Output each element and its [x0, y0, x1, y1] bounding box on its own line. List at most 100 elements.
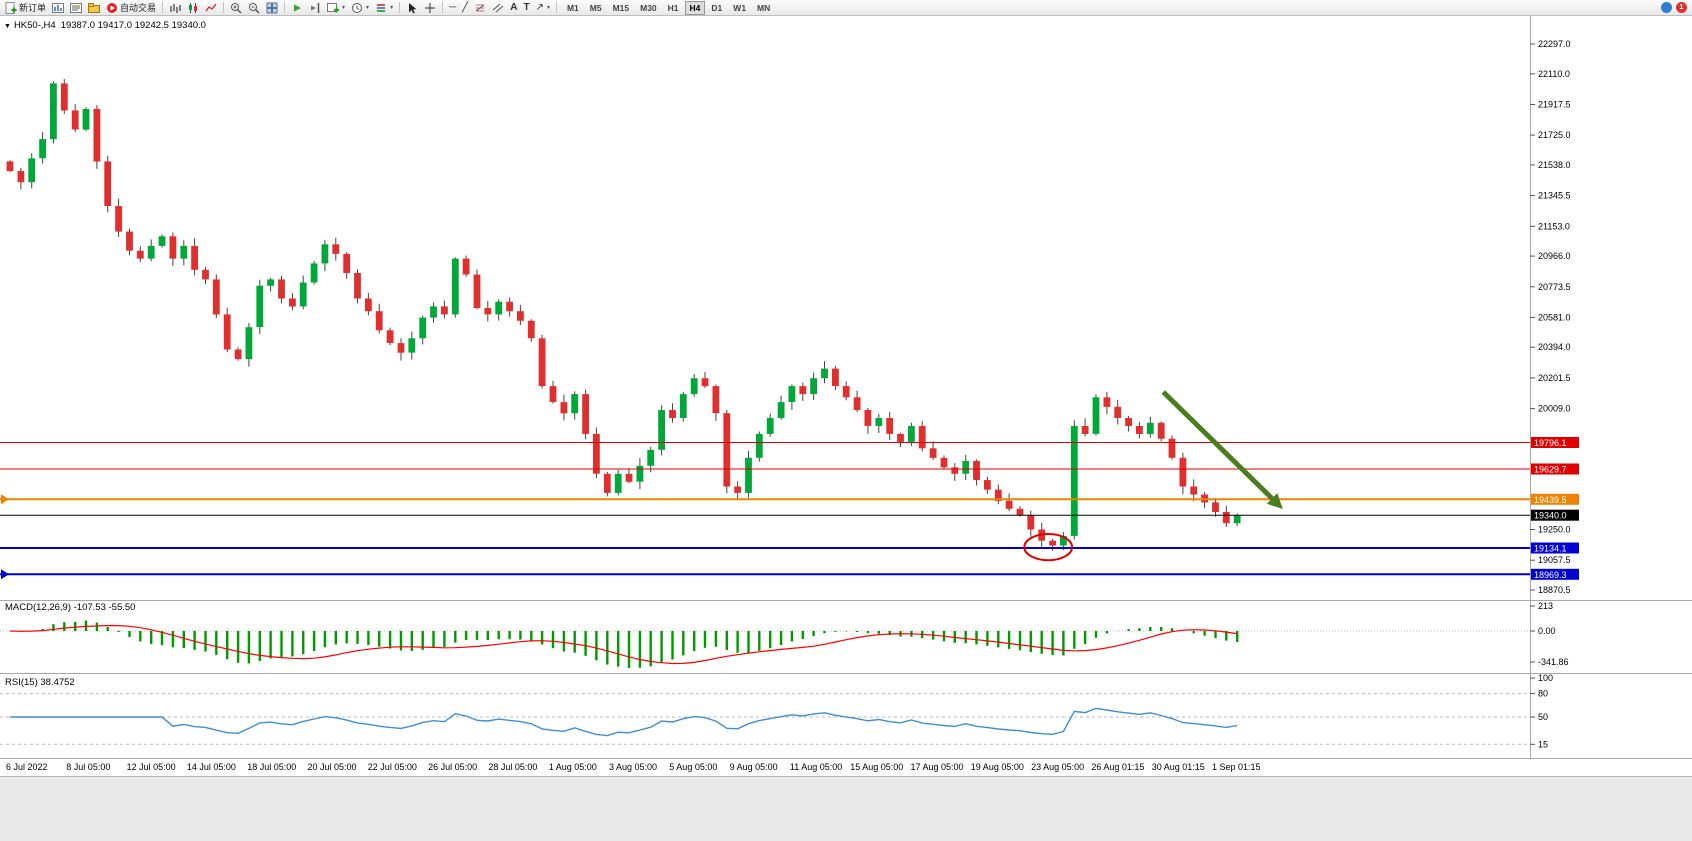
- horizontal-line-button[interactable]: ─: [446, 1, 459, 15]
- timeframe-m15[interactable]: M15: [608, 1, 635, 15]
- svg-text:20 Jul 05:00: 20 Jul 05:00: [308, 762, 357, 772]
- channel-icon: [492, 3, 504, 12]
- new-chart-button[interactable]: ▾: [324, 1, 348, 15]
- svg-text:213: 213: [1538, 601, 1553, 611]
- toolbar-separator: [442, 2, 444, 13]
- svg-text:1 Sep 01:15: 1 Sep 01:15: [1212, 762, 1261, 772]
- periods-button[interactable]: ▾: [348, 1, 372, 15]
- svg-text:22110.0: 22110.0: [1538, 69, 1570, 79]
- timeframe-w1[interactable]: W1: [728, 1, 751, 15]
- arrow-object-icon: ↗: [535, 1, 544, 13]
- charts-grid-button[interactable]: [49, 1, 67, 15]
- svg-text:100: 100: [1538, 673, 1553, 683]
- svg-text:22 Jul 05:00: 22 Jul 05:00: [368, 762, 417, 772]
- toolbar-right: 1: [1661, 2, 1690, 13]
- candlestick-chart-button[interactable]: [184, 1, 202, 15]
- cursor-button[interactable]: [403, 1, 421, 15]
- toolbar: 新订单 自动交易: [0, 0, 1692, 16]
- auto-trading-label: 自动交易: [120, 3, 157, 13]
- chevron-down-icon: ▾: [546, 5, 550, 11]
- templates-icon: [377, 3, 386, 12]
- svg-text:20966.0: 20966.0: [1538, 251, 1571, 261]
- timeframe-m5[interactable]: M5: [585, 1, 607, 15]
- chart-canvas[interactable]: 22297.0 22110.0 21917.5 21725.0 21538.0 21345…: [0, 16, 1692, 776]
- svg-text:20394.0: 20394.0: [1538, 342, 1571, 352]
- market-watch-button[interactable]: [67, 1, 85, 15]
- timeframe-m30[interactable]: M30: [635, 1, 662, 15]
- crosshair-button[interactable]: [421, 1, 439, 15]
- zoom-in-icon: [231, 2, 242, 14]
- svg-text:6 Jul 2022: 6 Jul 2022: [6, 762, 48, 772]
- chevron-down-icon: ▾: [390, 5, 394, 11]
- text-label-button[interactable]: T: [520, 1, 532, 15]
- new-order-label: 新订单: [19, 3, 47, 13]
- svg-text:23 Aug 05:00: 23 Aug 05:00: [1031, 762, 1084, 772]
- tile-windows-button[interactable]: [263, 1, 281, 15]
- fibonacci-button[interactable]: [471, 1, 489, 15]
- svg-text:19057.5: 19057.5: [1538, 555, 1571, 565]
- svg-text:5 Aug 05:00: 5 Aug 05:00: [669, 762, 717, 772]
- chart-shift-icon: [311, 2, 320, 13]
- svg-text:20201.5: 20201.5: [1538, 373, 1571, 383]
- candlestick-chart-icon: [189, 2, 198, 13]
- bar-chart-icon: [170, 3, 181, 13]
- line-chart-button[interactable]: [202, 1, 220, 15]
- svg-text:3 Aug 05:00: 3 Aug 05:00: [609, 762, 657, 772]
- timeframe-d1[interactable]: D1: [706, 1, 727, 15]
- community-icon[interactable]: [1661, 2, 1672, 13]
- new-chart-icon: [327, 2, 340, 12]
- svg-text:1 Aug 05:00: 1 Aug 05:00: [549, 762, 597, 772]
- trendline-icon: ╱: [462, 1, 469, 13]
- trendline-button[interactable]: ╱: [459, 1, 471, 15]
- svg-text:20773.5: 20773.5: [1538, 282, 1571, 292]
- svg-text:19340.0: 19340.0: [1534, 511, 1567, 521]
- svg-text:26 Aug 01:15: 26 Aug 01:15: [1091, 762, 1144, 772]
- svg-text:14 Jul 05:00: 14 Jul 05:00: [187, 762, 236, 772]
- svg-text:18870.5: 18870.5: [1538, 585, 1571, 595]
- svg-text:18 Jul 05:00: 18 Jul 05:00: [247, 762, 296, 772]
- svg-text:28 Jul 05:00: 28 Jul 05:00: [488, 762, 537, 772]
- crosshair-icon: [425, 2, 436, 13]
- svg-text:20581.0: 20581.0: [1538, 312, 1571, 322]
- zoom-out-button[interactable]: [245, 1, 263, 15]
- timeframe-h1[interactable]: H1: [663, 1, 684, 15]
- text-label-icon: T: [523, 1, 530, 13]
- navigator-button[interactable]: [85, 1, 103, 15]
- svg-text:-341.86: -341.86: [1538, 657, 1569, 667]
- chevron-down-icon: ▾: [366, 5, 370, 11]
- timeframe-mn[interactable]: MN: [752, 1, 775, 15]
- toolbar-separator: [223, 2, 225, 13]
- timeframe-m1[interactable]: M1: [562, 1, 584, 15]
- chart-menu-icon[interactable]: ▼: [4, 23, 11, 30]
- zoom-in-button[interactable]: [227, 1, 245, 15]
- new-order-button[interactable]: 新订单: [2, 1, 49, 15]
- auto-scroll-icon: [294, 4, 302, 11]
- svg-text:20009.0: 20009.0: [1538, 404, 1571, 414]
- templates-button[interactable]: ▾: [372, 1, 396, 15]
- chevron-down-icon: ▾: [342, 5, 346, 11]
- svg-text:0.00: 0.00: [1538, 626, 1556, 636]
- horizontal-line-icon: ─: [449, 1, 457, 13]
- notification-icon[interactable]: 1: [1676, 2, 1687, 13]
- svg-text:15 Aug 05:00: 15 Aug 05:00: [850, 762, 903, 772]
- channel-button[interactable]: [489, 1, 507, 15]
- cursor-icon: [409, 2, 417, 13]
- svg-text:17 Aug 05:00: 17 Aug 05:00: [911, 762, 964, 772]
- arrows-button[interactable]: ↗ ▾: [533, 1, 553, 15]
- auto-trading-icon: [107, 2, 118, 13]
- auto-scroll-button[interactable]: [288, 1, 306, 15]
- svg-text:11 Aug 05:00: 11 Aug 05:00: [790, 762, 842, 772]
- market-watch-icon: [70, 2, 83, 13]
- svg-text:21725.0: 21725.0: [1538, 130, 1571, 140]
- new-order-icon: [5, 1, 17, 14]
- bar-chart-button[interactable]: [166, 1, 184, 15]
- svg-text:19796.1: 19796.1: [1534, 438, 1567, 448]
- timeframe-h4[interactable]: H4: [684, 0, 706, 15]
- chart-shift-button[interactable]: [306, 1, 324, 15]
- toolbar-separator: [162, 2, 164, 13]
- auto-trading-button[interactable]: 自动交易: [103, 1, 159, 15]
- svg-text:12 Jul 05:00: 12 Jul 05:00: [127, 762, 176, 772]
- toolbar-separator: [284, 2, 286, 13]
- text-button[interactable]: A: [507, 1, 520, 15]
